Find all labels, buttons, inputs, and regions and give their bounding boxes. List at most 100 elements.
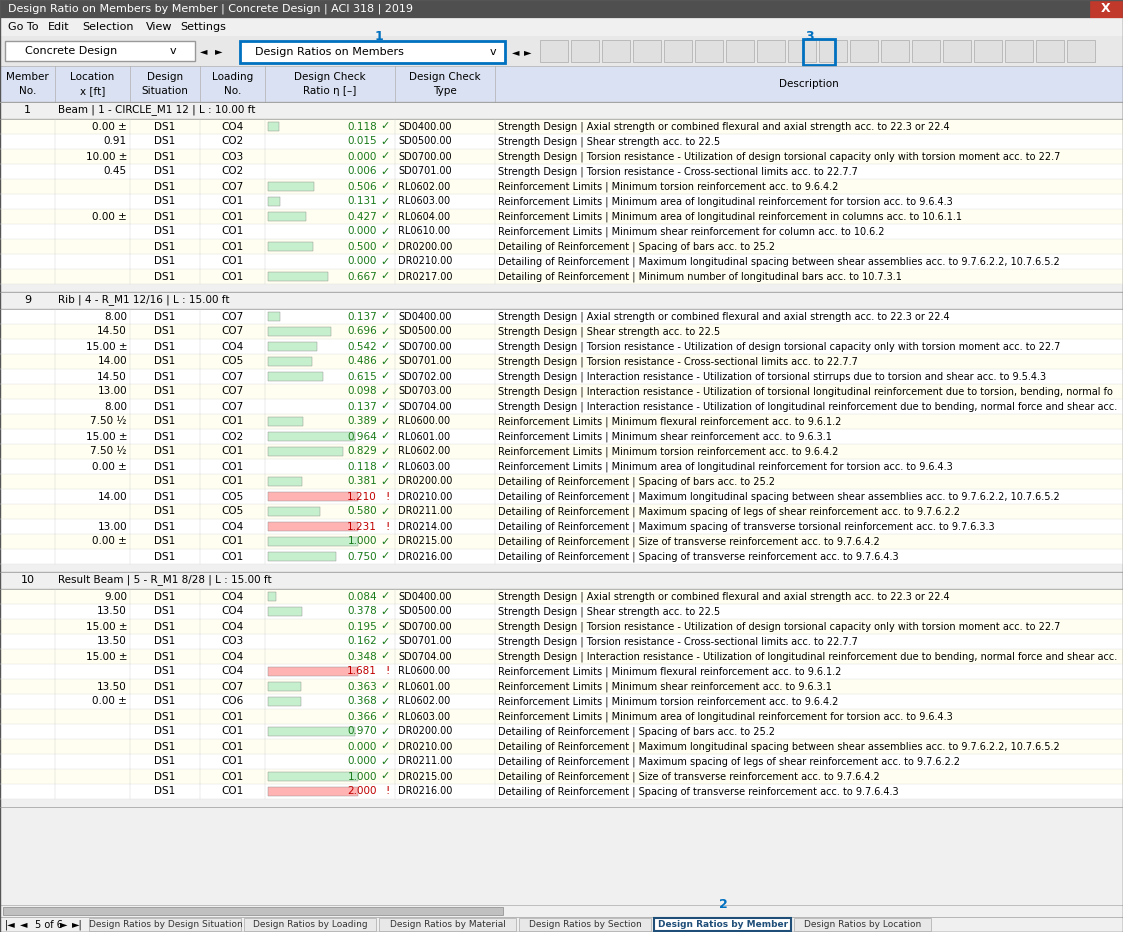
Text: CO1: CO1: [221, 256, 244, 267]
Text: 0.00 ±: 0.00 ±: [92, 696, 127, 706]
Text: 0.389: 0.389: [347, 417, 377, 427]
Bar: [268, 697, 301, 706]
Bar: [540, 40, 568, 62]
Text: Design: Design: [147, 72, 183, 82]
Text: 15.00 ±: 15.00 ±: [85, 432, 127, 442]
Text: 0.137: 0.137: [347, 402, 377, 412]
Text: 0.195: 0.195: [347, 622, 377, 632]
Text: SD0704.00: SD0704.00: [398, 651, 451, 662]
Text: SD0700.00: SD0700.00: [398, 341, 451, 351]
Text: 13.00: 13.00: [98, 522, 127, 531]
Text: Strength Design | Axial strength or combined flexural and axial strength acc. to: Strength Design | Axial strength or comb…: [497, 121, 950, 131]
Bar: [725, 40, 754, 62]
Text: DS1: DS1: [154, 152, 175, 161]
Text: 0.964: 0.964: [347, 432, 377, 442]
Text: DS1: DS1: [154, 622, 175, 632]
Text: !: !: [385, 522, 390, 531]
Text: RL0601.00: RL0601.00: [398, 432, 450, 442]
Text: 1.000: 1.000: [347, 537, 377, 546]
Text: ◄: ◄: [512, 47, 520, 57]
Text: ✓: ✓: [381, 212, 390, 222]
Text: Concrete Design: Concrete Design: [25, 46, 117, 56]
Text: Detailing of Reinforcement | Maximum spacing of legs of shear reinforcement acc.: Detailing of Reinforcement | Maximum spa…: [497, 506, 960, 516]
Text: DS1: DS1: [154, 167, 175, 176]
Text: CO1: CO1: [221, 552, 244, 561]
Text: 13.50: 13.50: [98, 637, 127, 647]
Bar: [633, 40, 661, 62]
Text: 0.098: 0.098: [347, 387, 377, 396]
Text: 0.45: 0.45: [103, 167, 127, 176]
Text: 0.000: 0.000: [348, 256, 377, 267]
Text: View: View: [146, 22, 173, 32]
Text: 0.006: 0.006: [347, 167, 377, 176]
Text: Strength Design | Axial strength or combined flexural and axial strength acc. to: Strength Design | Axial strength or comb…: [497, 591, 950, 602]
Text: DS1: DS1: [154, 592, 175, 601]
Bar: [819, 40, 847, 62]
Bar: [0, 119, 1123, 134]
Text: CO7: CO7: [221, 182, 244, 191]
Text: ►: ►: [524, 47, 531, 57]
Text: v: v: [170, 46, 176, 56]
Bar: [0, 269, 1123, 284]
Text: Detailing of Reinforcement | Maximum longitudinal spacing between shear assembli: Detailing of Reinforcement | Maximum lon…: [497, 256, 1060, 267]
Text: CO1: CO1: [221, 711, 244, 721]
Text: Detailing of Reinforcement | Maximum spacing of transverse torsional reinforceme: Detailing of Reinforcement | Maximum spa…: [497, 521, 995, 532]
Text: 5 of 6: 5 of 6: [35, 920, 63, 929]
Bar: [4, 41, 195, 61]
Text: Edit: Edit: [48, 22, 70, 32]
Text: Strength Design | Interaction resistance - Utilization of torsional longitudinal: Strength Design | Interaction resistance…: [497, 386, 1113, 397]
Text: Strength Design | Torsion resistance - Cross-sectional limits acc. to 22.7.7: Strength Design | Torsion resistance - C…: [497, 166, 858, 177]
Text: ✓: ✓: [381, 592, 390, 601]
Bar: [0, 564, 1123, 572]
Text: 0.91: 0.91: [103, 136, 127, 146]
Text: Go To: Go To: [8, 22, 38, 32]
Bar: [268, 212, 307, 221]
Bar: [268, 552, 336, 561]
Text: 14.00: 14.00: [98, 491, 127, 501]
Text: 0.363: 0.363: [347, 681, 377, 692]
Text: DS1: DS1: [154, 387, 175, 396]
Text: Strength Design | Torsion resistance - Cross-sectional limits acc. to 22.7.7: Strength Design | Torsion resistance - C…: [497, 356, 858, 367]
Text: Selection: Selection: [82, 22, 134, 32]
Text: CO4: CO4: [221, 121, 244, 131]
Text: Detailing of Reinforcement | Size of transverse reinforcement acc. to 9.7.6.4.2: Detailing of Reinforcement | Size of tra…: [497, 772, 879, 782]
Text: ✓: ✓: [381, 121, 390, 131]
Text: ✓: ✓: [381, 742, 390, 751]
Text: ✓: ✓: [381, 152, 390, 161]
Text: Reinforcement Limits | Minimum shear reinforcement for column acc. to 10.6.2: Reinforcement Limits | Minimum shear rei…: [497, 226, 885, 237]
Text: No.: No.: [223, 86, 241, 96]
Text: ✓: ✓: [381, 506, 390, 516]
Text: 0.00 ±: 0.00 ±: [92, 537, 127, 546]
Text: DS1: DS1: [154, 681, 175, 692]
Text: ✓: ✓: [381, 651, 390, 662]
Text: SD0400.00: SD0400.00: [398, 121, 451, 131]
Text: 0.348: 0.348: [347, 651, 377, 662]
Text: ✓: ✓: [381, 417, 390, 427]
Text: SD0500.00: SD0500.00: [398, 607, 451, 616]
Text: RL0602.00: RL0602.00: [398, 182, 450, 191]
Bar: [0, 769, 1123, 784]
Text: SD0701.00: SD0701.00: [398, 637, 451, 647]
Text: CO3: CO3: [221, 637, 244, 647]
Text: 0.696: 0.696: [347, 326, 377, 336]
Text: DS1: DS1: [154, 607, 175, 616]
Text: ✓: ✓: [381, 402, 390, 412]
Text: CO7: CO7: [221, 402, 244, 412]
Bar: [803, 39, 836, 65]
Bar: [882, 40, 909, 62]
Text: Design Ratios by Loading: Design Ratios by Loading: [253, 920, 368, 929]
Text: SD0701.00: SD0701.00: [398, 357, 451, 366]
Text: Reinforcement Limits | Minimum flexural reinforcement acc. to 9.6.1.2: Reinforcement Limits | Minimum flexural …: [497, 417, 841, 427]
Text: RL0602.00: RL0602.00: [398, 696, 450, 706]
Text: Reinforcement Limits | Minimum shear reinforcement acc. to 9.6.3.1: Reinforcement Limits | Minimum shear rei…: [497, 681, 832, 692]
Text: Reinforcement Limits | Minimum torsion reinforcement acc. to 9.6.4.2: Reinforcement Limits | Minimum torsion r…: [497, 181, 839, 192]
Bar: [268, 432, 355, 441]
Text: ✓: ✓: [381, 226, 390, 237]
Text: CO1: CO1: [221, 417, 244, 427]
Text: Design Ratios on Members: Design Ratios on Members: [255, 47, 404, 57]
Bar: [0, 284, 1123, 292]
Text: SD0500.00: SD0500.00: [398, 326, 451, 336]
Text: Detailing of Reinforcement | Maximum longitudinal spacing between shear assembli: Detailing of Reinforcement | Maximum lon…: [497, 741, 1060, 752]
Bar: [0, 36, 1123, 66]
Text: Detailing of Reinforcement | Size of transverse reinforcement acc. to 9.7.6.4.2: Detailing of Reinforcement | Size of tra…: [497, 536, 879, 547]
